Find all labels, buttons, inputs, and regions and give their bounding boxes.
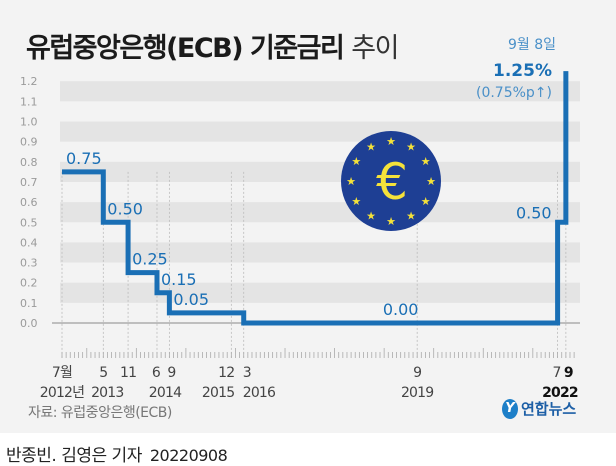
rate-chart: 0.0 0.1 0.2 0.3 0.4 0.5 0.6 0.7 0.8 0.9 1.0 1.1 1.2 7… [20, 37, 580, 400]
star-icon: ★ [386, 135, 396, 148]
star-icon: ★ [351, 195, 361, 208]
x-tick-year: 2022 [542, 385, 578, 400]
x-tick-month: 6 [152, 365, 161, 381]
x-tick-month: 12 [218, 365, 234, 381]
annotation-value: 1.25% [493, 61, 552, 81]
annotation-change: (0.75%p↑) [476, 85, 552, 101]
y-tick-label: 0.4 [20, 236, 38, 249]
x-tick-year: 2016 [243, 385, 276, 400]
y-tick-label: 0.9 [20, 136, 38, 149]
y-tick-label: 0.2 [20, 277, 38, 290]
credit-date: 20220908 [149, 446, 228, 465]
x-tick-month: 7 [552, 365, 560, 381]
y-tick-label: 0.8 [20, 156, 38, 169]
y-tick-label: 0.7 [20, 176, 38, 189]
y-tick-label: 0.5 [20, 216, 38, 229]
star-icon: ★ [386, 215, 396, 228]
credit-author: 반종빈. 김영은 기자 [6, 446, 142, 466]
logo-text: 연합뉴스 [521, 400, 577, 418]
star-icon: ★ [351, 155, 361, 168]
y-tick-label: 0.0 [20, 317, 38, 330]
title-bold: 유럽중앙은행(ECB) 기준금리 [26, 33, 345, 64]
grid-band [60, 81, 580, 102]
y-tick-label: 1.0 [20, 116, 38, 129]
y-tick-label: 0.6 [20, 196, 38, 209]
x-tick-month: 7월 [52, 365, 72, 381]
euro-sign-icon: € [376, 153, 408, 211]
grid-band [60, 282, 580, 303]
grid-band [60, 161, 580, 182]
x-tick-month: 9 [564, 365, 573, 381]
data-label: 0.50 [107, 199, 143, 218]
data-label: 0.00 [383, 300, 419, 319]
yonhap-logo-icon: Y [502, 398, 518, 419]
data-label: 0.50 [516, 203, 552, 222]
x-tick-year: 2014 [149, 385, 182, 400]
star-icon: ★ [346, 175, 356, 188]
yonhap-logo: Y 연합뉴스 [502, 398, 576, 419]
title-light: 추이 [351, 33, 399, 64]
star-icon: ★ [421, 195, 431, 208]
x-tick-month: 5 [99, 365, 107, 381]
x-tick-month: 11 [120, 365, 136, 381]
x-tick-month: 9 [167, 365, 175, 381]
x-tick-year: 2015 [202, 385, 234, 400]
y-tick-label: 0.3 [20, 257, 38, 270]
rate-line [62, 71, 569, 326]
data-label: 0.05 [173, 290, 209, 309]
x-tick-month: 3 [243, 365, 251, 381]
data-label: 0.25 [132, 250, 168, 269]
x-tick-year: 2019 [401, 385, 433, 400]
star-icon: ★ [406, 210, 416, 223]
data-label: 0.15 [161, 270, 197, 289]
x-tick-year: 2012년 [40, 385, 85, 400]
star-icon: ★ [366, 210, 376, 223]
euro-emblem-icon [341, 131, 441, 231]
grid-band [60, 121, 580, 142]
y-tick-label: 1.1 [20, 95, 38, 108]
star-icon: ★ [406, 140, 416, 153]
data-label: 0.75 [66, 149, 102, 168]
credit-line: 반종빈. 김영은 기자 20220908 [6, 441, 228, 466]
grid-band [60, 202, 580, 223]
y-tick-label: 1.2 [20, 75, 38, 88]
star-icon: ★ [366, 140, 376, 153]
star-icon: ★ [426, 175, 436, 188]
annotation-date: 9월 8일 [508, 37, 556, 53]
star-icon: ★ [421, 155, 431, 168]
chart-panel: 유럽중앙은행(ECB) 기준금리 추이 0.0 0.1 0.2 0.3 0.4 0.5 0.… [0, 0, 616, 433]
x-tick-month: 9 [413, 365, 421, 381]
x-tick-year: 2013 [91, 385, 123, 400]
y-tick-label: 0.1 [20, 297, 38, 310]
source-note: 자료: 유럽중앙은행(ECB) [28, 405, 172, 421]
chart-title: 유럽중앙은행(ECB) 기준금리 추이 [26, 26, 399, 65]
grid-band [60, 242, 580, 263]
